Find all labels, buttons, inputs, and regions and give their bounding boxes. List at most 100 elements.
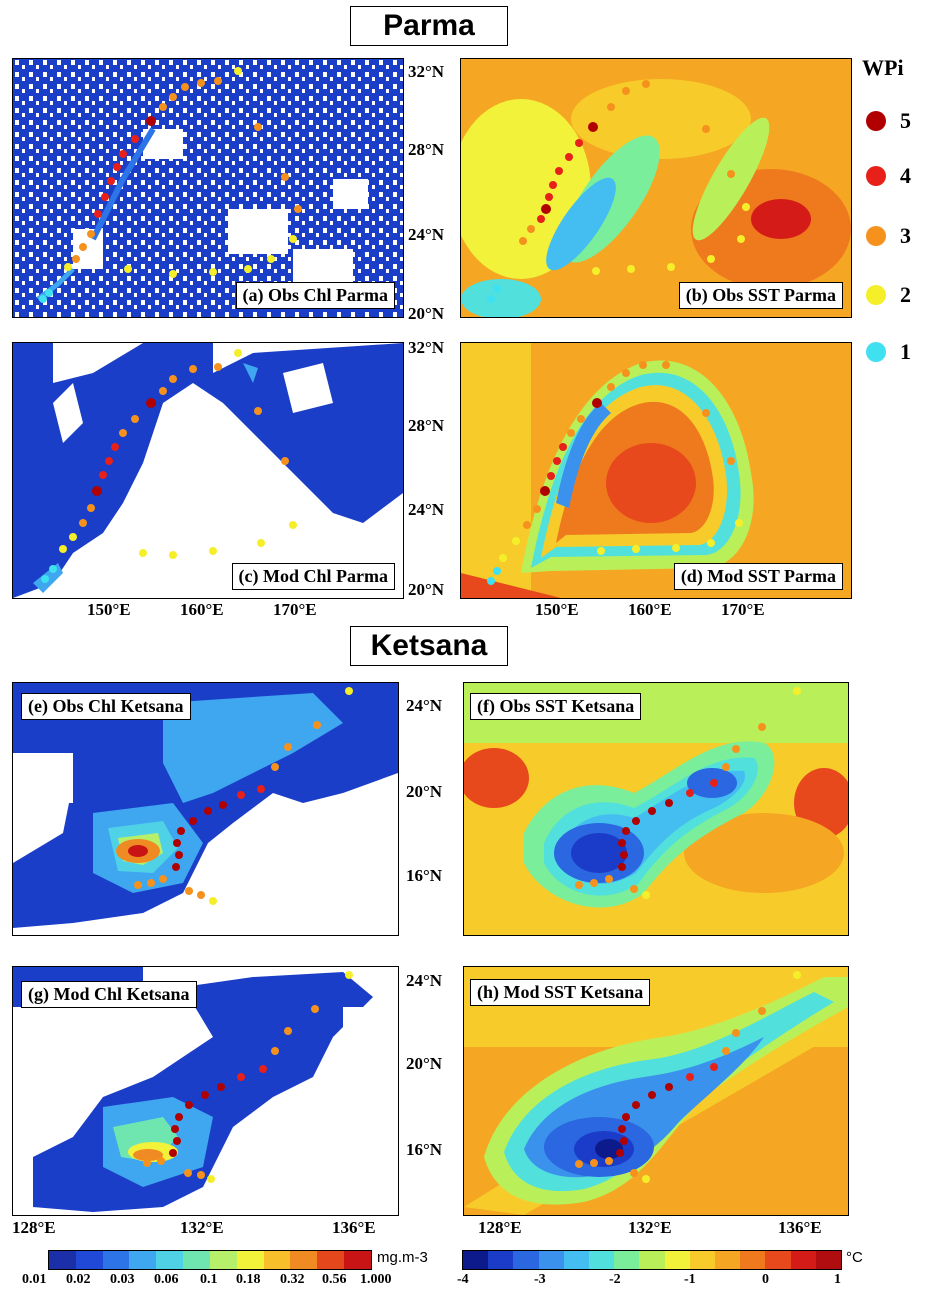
parma-lat-bottom-20: 20°N: [408, 580, 445, 599]
sst-colorbar-swatch-2: [513, 1251, 539, 1269]
chl-colorbar-swatch-9: [290, 1251, 318, 1269]
legend-dot-4: [866, 166, 886, 186]
panel-c-label: (c) Mod Chl Parma: [231, 563, 395, 590]
chl-colorbar-swatch-11: [344, 1251, 371, 1269]
ketsana-lat-bottom-24: 24°N: [406, 971, 443, 990]
track-d: [487, 361, 743, 585]
legend-dot-1: [866, 342, 886, 362]
track-g: [143, 971, 353, 1183]
legend-item-2: 2: [866, 282, 911, 308]
track-f: [575, 687, 801, 899]
ketsana-title: Ketsana: [350, 626, 508, 666]
parma-lon-right-160: 160°E: [628, 600, 672, 619]
chl-colorbar: [48, 1250, 372, 1270]
parma-lat-top-24: 24°N: [408, 225, 445, 244]
track-b: [487, 80, 750, 303]
legend-label-3: 3: [900, 223, 911, 248]
ketsana-lon-left-132: 132°E: [180, 1218, 224, 1237]
sst-map-b: [461, 59, 851, 317]
legend-item-5: 5: [866, 108, 911, 134]
legend-item-4: 4: [866, 163, 911, 189]
sst-cb-label-3: -1: [684, 1272, 696, 1287]
legend-label-2: 2: [900, 282, 911, 307]
panel-a-obs-chl-parma: (a) Obs Chl Parma: [12, 58, 404, 318]
sst-colorbar-swatch-6: [614, 1251, 640, 1269]
chl-colorbar-swatch-5: [183, 1251, 210, 1269]
panel-g-mod-chl-ketsana: (g) Mod Chl Ketsana: [12, 966, 399, 1216]
chl-colorbar-swatch-3: [129, 1251, 157, 1269]
chl-colorbar-swatch-2: [102, 1251, 130, 1269]
panel-c-mod-chl-parma: (c) Mod Chl Parma: [12, 342, 404, 599]
parma-lat-top-20: 20°N: [408, 304, 445, 323]
panel-a-label: (a) Obs Chl Parma: [235, 282, 395, 309]
chl-map-a: [13, 59, 403, 317]
legend-label-1: 1: [900, 339, 911, 364]
track-a: [39, 67, 302, 303]
parma-lat-bottom-24: 24°N: [408, 500, 445, 519]
sst-colorbar-swatch-14: [815, 1251, 842, 1269]
parma-lon-left-170: 170°E: [273, 600, 317, 619]
sst-map-d: [461, 343, 851, 598]
sst-colorbar-swatch-4: [563, 1251, 590, 1269]
chl-cb-label-5: 0.18: [236, 1272, 261, 1287]
sst-colorbar-swatch-0: [463, 1251, 489, 1269]
sst-colorbar-swatch-3: [538, 1251, 564, 1269]
ketsana-lat-bottom-16: 16°N: [406, 1140, 443, 1159]
legend-item-1: 1: [866, 339, 911, 365]
parma-title: Parma: [350, 6, 508, 46]
legend-dot-5: [866, 111, 886, 131]
chl-colorbar-swatch-10: [317, 1251, 345, 1269]
sst-colorbar-swatch-10: [715, 1251, 741, 1269]
sst-colorbar: [462, 1250, 842, 1270]
panel-g-label: (g) Mod Chl Ketsana: [21, 981, 197, 1008]
panel-e-label: (e) Obs Chl Ketsana: [21, 693, 191, 720]
panel-h-mod-sst-ketsana: (h) Mod SST Ketsana: [463, 966, 849, 1216]
parma-lat-top-28: 28°N: [408, 140, 445, 159]
chl-colorbar-swatch-7: [236, 1251, 264, 1269]
sst-colorbar-unit: °C: [846, 1249, 863, 1266]
panel-f-label: (f) Obs SST Ketsana: [470, 693, 642, 720]
legend-item-3: 3: [866, 223, 911, 249]
chl-cb-label-4: 0.1: [200, 1272, 218, 1287]
chl-map-c: [13, 343, 403, 598]
panel-e-obs-chl-ketsana: (e) Obs Chl Ketsana: [12, 682, 399, 936]
track-c: [41, 349, 297, 583]
track-h: [575, 971, 801, 1183]
sst-colorbar-swatch-5: [589, 1251, 615, 1269]
sst-colorbar-swatch-7: [639, 1251, 665, 1269]
chl-colorbar-swatch-1: [75, 1251, 103, 1269]
legend-title: WPi: [862, 55, 904, 80]
panel-d-mod-sst-parma: (d) Mod SST Parma: [460, 342, 852, 599]
chl-cb-label-1: 0.02: [66, 1272, 91, 1287]
ketsana-lon-left-136: 136°E: [332, 1218, 376, 1237]
sst-cb-label-0: -4: [457, 1272, 469, 1287]
legend-dot-3: [866, 226, 886, 246]
sst-cb-label-4: 0: [762, 1272, 769, 1287]
parma-lon-right-170: 170°E: [721, 600, 765, 619]
sst-map-f: [464, 683, 848, 935]
legend-dot-2: [866, 285, 886, 305]
chl-cb-label-7: 0.56: [322, 1272, 347, 1287]
legend-label-5: 5: [900, 108, 911, 133]
chl-colorbar-swatch-0: [49, 1251, 76, 1269]
legend-label-4: 4: [900, 163, 911, 188]
panel-f-obs-sst-ketsana: (f) Obs SST Ketsana: [463, 682, 849, 936]
chl-colorbar-unit: mg.m-3: [377, 1249, 428, 1266]
panel-d-label: (d) Mod SST Parma: [673, 563, 843, 590]
sst-cb-label-2: -2: [609, 1272, 621, 1287]
ketsana-lat-top-16: 16°N: [406, 866, 443, 885]
track-e: [134, 687, 353, 905]
parma-lat-top-32: 32°N: [408, 62, 445, 81]
sst-colorbar-swatch-13: [790, 1251, 816, 1269]
panel-h-label: (h) Mod SST Ketsana: [470, 979, 651, 1006]
chl-colorbar-swatch-6: [209, 1251, 237, 1269]
parma-lon-left-150: 150°E: [87, 600, 131, 619]
sst-cb-label-1: -3: [534, 1272, 546, 1287]
ketsana-lat-bottom-20: 20°N: [406, 1054, 443, 1073]
chl-cb-label-2: 0.03: [110, 1272, 135, 1287]
sst-colorbar-swatch-8: [664, 1251, 690, 1269]
parma-lon-left-160: 160°E: [180, 600, 224, 619]
panel-b-obs-sst-parma: (b) Obs SST Parma: [460, 58, 852, 318]
sst-cb-label-5: 1: [834, 1272, 841, 1287]
chl-cb-label-0: 0.01: [22, 1272, 47, 1287]
